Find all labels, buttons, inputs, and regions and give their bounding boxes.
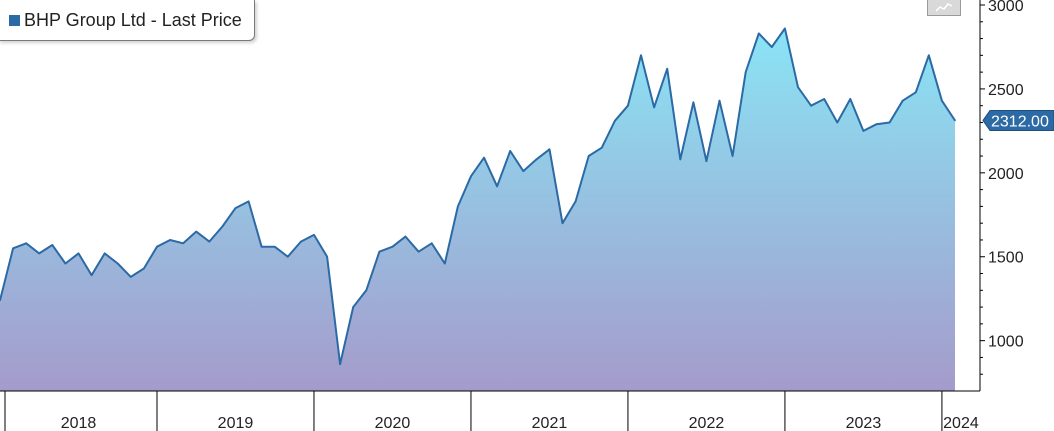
data-point — [836, 121, 839, 124]
x-tick-label: 2019 — [218, 415, 254, 431]
data-point — [470, 175, 472, 177]
data-point — [25, 242, 27, 245]
data-point — [103, 252, 106, 255]
x-tick-label: 2023 — [846, 415, 882, 431]
data-point — [339, 363, 341, 365]
data-point — [313, 234, 315, 236]
legend-label: BHP Group Ltd - Last Price — [24, 9, 242, 30]
data-point — [182, 242, 184, 245]
data-point — [875, 123, 878, 125]
data-point — [561, 222, 564, 224]
y-tick-label: 1000 — [988, 334, 1024, 351]
data-point — [600, 146, 603, 149]
y-tick-label: 3000 — [988, 0, 1024, 15]
x-tick-label: 2018 — [61, 415, 97, 431]
data-point — [653, 106, 655, 109]
data-point — [156, 245, 158, 248]
x-tick-label: 2021 — [532, 415, 568, 431]
data-point — [941, 99, 943, 102]
x-tick-label: 2022 — [689, 415, 725, 431]
data-point — [888, 121, 891, 124]
data-point — [12, 247, 14, 250]
data-point — [221, 225, 224, 228]
data-point — [116, 262, 119, 265]
data-point — [771, 46, 773, 48]
data-point — [391, 245, 394, 248]
data-point — [417, 250, 420, 253]
data-point — [287, 255, 289, 258]
data-point — [509, 150, 512, 152]
price-line — [0, 27, 956, 366]
data-point — [928, 54, 930, 57]
data-point — [731, 155, 734, 157]
last-price-value: 2312.00 — [991, 113, 1049, 130]
data-point — [862, 130, 865, 132]
legend-swatch — [9, 14, 20, 26]
data-point — [666, 67, 668, 70]
data-point — [901, 99, 904, 102]
data-point — [849, 98, 852, 100]
data-point — [169, 239, 171, 241]
data-point — [535, 158, 538, 161]
data-point — [496, 185, 498, 188]
data-point — [784, 27, 786, 30]
chart-type-icon[interactable] — [927, 0, 961, 16]
data-point — [326, 255, 328, 258]
data-point — [640, 54, 642, 57]
data-point — [90, 274, 93, 277]
data-point — [300, 240, 302, 243]
data-point — [522, 170, 525, 172]
data-point — [797, 86, 799, 89]
data-point — [260, 245, 263, 248]
data-point — [587, 155, 590, 157]
data-point — [823, 98, 825, 100]
x-tick-label: 2020 — [375, 415, 411, 431]
data-point — [757, 32, 760, 35]
data-point — [810, 104, 812, 107]
data-point — [234, 207, 237, 209]
data-point — [692, 101, 695, 104]
data-point — [574, 200, 577, 203]
data-point — [457, 205, 459, 208]
data-point — [430, 242, 433, 245]
y-tick-label: 2500 — [988, 82, 1024, 99]
data-point — [404, 235, 407, 238]
data-point — [614, 120, 616, 122]
x-tick-label: 2024 — [943, 415, 979, 431]
data-point — [483, 156, 485, 159]
price-area — [0, 28, 955, 391]
data-point — [679, 158, 682, 161]
y-tick-label: 1500 — [988, 250, 1024, 267]
data-point — [718, 99, 721, 102]
last-price-label: 2312.00 — [982, 109, 1054, 131]
data-point — [195, 230, 198, 233]
data-point — [64, 262, 67, 265]
data-point — [627, 104, 629, 107]
data-point — [365, 289, 368, 292]
data-point — [378, 250, 381, 253]
data-point — [51, 244, 54, 246]
data-point — [914, 91, 917, 94]
y-tick-label: 2000 — [988, 166, 1024, 183]
data-point — [954, 119, 956, 122]
data-point — [548, 148, 551, 151]
data-point — [443, 262, 446, 265]
data-point — [744, 71, 747, 73]
data-point — [705, 160, 708, 162]
data-point — [247, 200, 250, 203]
data-point — [208, 240, 211, 243]
data-point — [77, 252, 80, 255]
data-point — [130, 276, 132, 278]
data-point — [143, 267, 145, 270]
data-point — [0, 299, 1, 302]
data-point — [352, 306, 355, 308]
data-point — [273, 245, 276, 248]
legend[interactable]: BHP Group Ltd - Last Price — [0, 0, 255, 41]
data-point — [38, 252, 41, 255]
